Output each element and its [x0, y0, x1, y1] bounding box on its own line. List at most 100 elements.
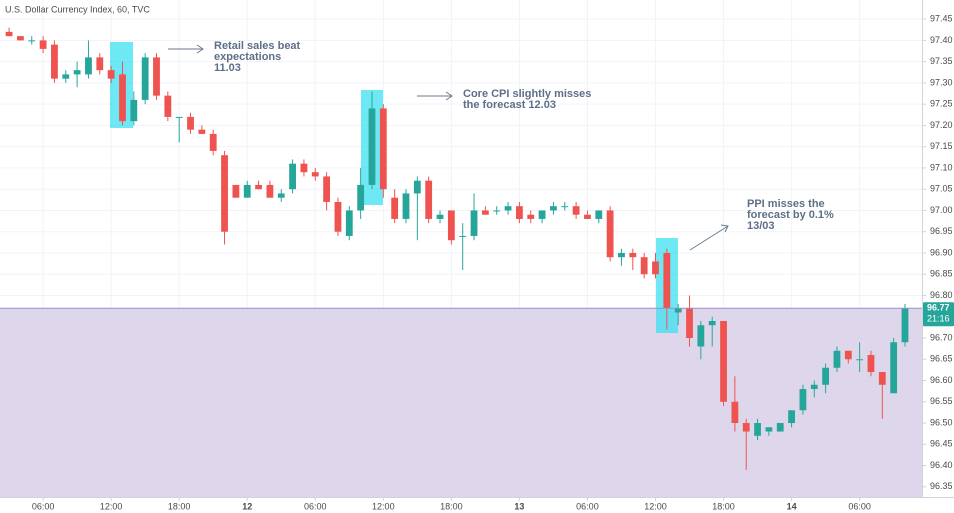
candle-body [198, 129, 206, 134]
annotation: Retail sales beat expectations 11.03 [214, 40, 303, 74]
candle-body [867, 355, 875, 373]
candle-body [459, 235, 467, 237]
candle-body [402, 193, 410, 219]
annotation-line: PPI misses the [747, 198, 825, 210]
candle-body [243, 184, 251, 198]
annotation: Core CPI slightly misses the forecast 12… [463, 88, 594, 111]
arrow [417, 91, 453, 101]
candle-body [481, 210, 489, 215]
candle-body [606, 210, 614, 258]
candle-body [311, 172, 319, 177]
candle-body [776, 423, 784, 432]
candle-body [62, 74, 70, 79]
x-tick-label: 12:00 [372, 501, 395, 511]
candle-body [130, 99, 138, 122]
annotation-line: Core CPI slightly misses [463, 88, 591, 100]
candle-body [209, 133, 217, 151]
y-tick-label: 96.85 [930, 269, 953, 279]
candle-body [504, 206, 512, 211]
x-tick-label: 06:00 [848, 501, 871, 511]
candle-body [833, 350, 841, 368]
x-tick-label: 18:00 [168, 501, 191, 511]
candle-body [550, 206, 557, 211]
candle-body [822, 367, 830, 385]
candle-body [878, 372, 886, 385]
countdown-label: 21:16 [927, 314, 950, 324]
candle-body [391, 197, 399, 219]
candle-body [277, 193, 285, 198]
x-tick-label: 06:00 [304, 501, 327, 511]
candle-body [561, 206, 569, 208]
candle-body [289, 163, 296, 190]
candle-body [107, 70, 115, 79]
candle-body [844, 350, 852, 360]
candle-body [39, 40, 47, 49]
y-tick-label: 96.95 [930, 226, 953, 236]
last-price-tag [923, 302, 954, 327]
candle-body [742, 423, 750, 432]
candle-body [266, 184, 274, 198]
candle-body [720, 320, 727, 402]
annotation-line: expectations [214, 51, 281, 63]
candle-body [674, 308, 682, 313]
candle-body [232, 184, 240, 198]
x-tick-label: 12:00 [644, 501, 667, 511]
y-tick-label: 96.65 [930, 354, 953, 364]
candle-body [345, 210, 353, 236]
chart-title: U.S. Dollar Currency Index, 60, TVC [5, 4, 150, 14]
candle-body [221, 155, 228, 232]
x-tick-label: 12 [242, 501, 252, 511]
candle-body [618, 252, 625, 258]
y-tick-label: 97.05 [930, 184, 953, 194]
shaded-region [0, 308, 922, 497]
candle-body [697, 325, 705, 347]
y-tick-label: 97.15 [930, 141, 953, 151]
annotation-line: 13/03 [747, 220, 775, 232]
candle-body [368, 108, 376, 185]
candle-body [686, 308, 693, 338]
candle-body [754, 423, 761, 436]
candle-body [255, 184, 262, 190]
y-tick-label: 96.55 [930, 396, 953, 406]
annotation-line: 11.03 [214, 62, 241, 74]
x-tick-label: 18:00 [712, 501, 735, 511]
annotation-line: forecast by 0.1% [747, 209, 834, 221]
arrow [168, 44, 204, 54]
candle-body [357, 184, 365, 211]
candle-body [51, 44, 58, 79]
annotation-arrows [168, 44, 729, 251]
candle-body [28, 40, 36, 42]
candle-body [119, 74, 126, 122]
y-tick-label: 97.20 [930, 120, 953, 130]
candles [5, 27, 909, 470]
candle-body [379, 108, 387, 190]
candle-body [572, 206, 580, 215]
y-tick-label: 96.45 [930, 439, 953, 449]
candle-body [663, 252, 671, 309]
y-tick-label: 96.50 [930, 417, 953, 427]
y-tick-label: 96.35 [930, 481, 953, 491]
candle-body [153, 57, 160, 96]
candle-body [73, 70, 81, 75]
x-tick-label: 06:00 [576, 501, 599, 511]
candle-body [447, 210, 455, 241]
axes: 97.45 97.40 97.35 97.30 97.25 97.20 97.15 97.10… [0, 14, 954, 511]
candle-body [141, 57, 149, 100]
candle-body [334, 201, 342, 232]
candle-body [175, 116, 183, 118]
y-tick-label: 96.60 [930, 375, 953, 385]
arrow [689, 224, 729, 251]
candle-body [17, 36, 24, 41]
y-tick-label: 96.80 [930, 290, 953, 300]
candle-body [493, 210, 501, 212]
x-tick-label: 14 [787, 501, 797, 511]
x-tick-label: 13 [514, 501, 524, 511]
y-tick-label: 97.45 [930, 14, 953, 24]
annotation: PPI misses the forecast by 0.1% 13/03 [747, 198, 837, 232]
candle-body [799, 389, 807, 411]
candle-body [527, 214, 535, 219]
candle-body [652, 261, 659, 275]
highlight-boxes [110, 42, 678, 333]
last-price-label: 96.77 [927, 303, 950, 313]
